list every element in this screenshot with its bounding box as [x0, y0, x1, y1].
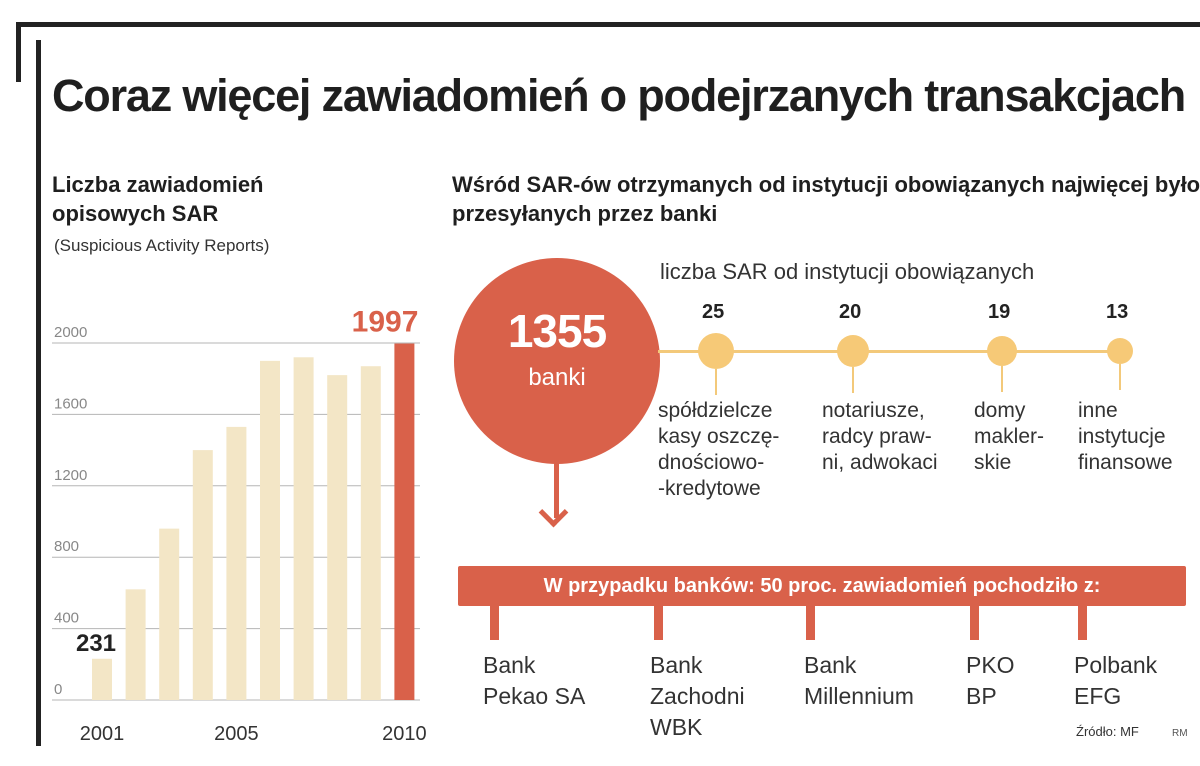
y-tick-label: 400: [54, 610, 79, 627]
institution-value: 19: [988, 301, 1011, 323]
bar-2002: [125, 589, 146, 700]
author-credit: RM: [1172, 728, 1188, 739]
bank-label: PKO BP: [966, 652, 1015, 709]
bar-2001: [92, 658, 112, 700]
bar-2010: [394, 343, 415, 700]
institution-dot: [1107, 338, 1133, 364]
institution-label: spółdzielcze kasy oszczę- dnościowo- -kr…: [658, 399, 780, 500]
institutions-title: Wśród SAR-ów otrzymanych od instytucji o…: [452, 172, 1200, 226]
bar-2009: [360, 366, 381, 700]
data-label-2001: 231: [76, 630, 116, 657]
bank-tick: [806, 604, 815, 640]
bank-tick: [490, 604, 499, 640]
institution-dot: [987, 336, 1017, 366]
bar-chart-subtitle: (Suspicious Activity Reports): [54, 236, 270, 255]
x-tick-label-2001: 2001: [80, 723, 125, 745]
institution-dot: [698, 333, 734, 369]
infographic-title: Coraz więcej zawiadomień o podejrzanych …: [52, 70, 1186, 121]
y-tick-label: 800: [54, 538, 79, 555]
institution-tick: [715, 369, 717, 395]
institution-label: domy makler- skie: [974, 399, 1045, 474]
bar-chart-title: Liczba zawiadomień opisowych SAR: [52, 172, 264, 226]
institution-label: inne instytucje finansowe: [1078, 399, 1173, 474]
banks-share-banner: W przypadku banków: 50 proc. zawiadomień…: [458, 566, 1186, 606]
down-arrow-icon: [554, 448, 559, 518]
institution-dot: [837, 335, 869, 367]
banks-value: 1355: [507, 305, 607, 357]
bank-label: Bank Millennium: [804, 652, 914, 709]
bar-2006: [260, 360, 280, 700]
bank-label: Bank Pekao SA: [483, 652, 586, 709]
bar-2004: [192, 450, 213, 700]
bank-tick: [970, 604, 979, 640]
y-tick-label: 0: [54, 681, 62, 698]
frame-left-rule: [16, 22, 21, 82]
frame-top-rule: [16, 22, 1200, 27]
x-tick-label-2005: 2005: [214, 723, 259, 745]
bar-2003: [159, 528, 180, 700]
institution-value: 25: [702, 301, 725, 323]
bar-2005: [226, 426, 247, 700]
bank-tick: [1078, 604, 1087, 640]
institutions-subtitle: liczba SAR od instytucji obowiązanych: [660, 259, 1035, 284]
bank-tick: [654, 604, 663, 640]
institution-tick: [1119, 364, 1121, 390]
institution-label: notariusze, radcy praw- ni, adwokaci: [822, 399, 938, 474]
institution-tick: [1001, 366, 1003, 392]
arrow-head-icon: [538, 497, 569, 528]
data-label-2010: 1997: [352, 306, 419, 339]
banks-label: banki: [528, 364, 586, 391]
y-tick-label: 1200: [54, 467, 87, 484]
x-tick-label-2010: 2010: [382, 723, 427, 745]
banks-circle: 1355 banki: [454, 258, 660, 464]
bar-2007: [293, 357, 314, 700]
frame-side-rule: [36, 40, 41, 746]
source-note: Źródło: MF: [1076, 724, 1139, 739]
institution-tick: [852, 367, 854, 393]
y-tick-label: 2000: [54, 324, 87, 341]
institutions-timeline: [658, 350, 1120, 353]
bank-label: Polbank EFG: [1074, 652, 1158, 709]
y-tick-label: 1600: [54, 395, 87, 412]
institution-value: 13: [1106, 301, 1129, 323]
bar-chart: 0 400 800 1200 1600 2000 231 1997 2001 2005 2010: [52, 306, 427, 745]
bank-label: Bank Zachodni WBK: [650, 652, 745, 740]
bar-2008: [327, 375, 348, 700]
institution-value: 20: [839, 301, 862, 323]
